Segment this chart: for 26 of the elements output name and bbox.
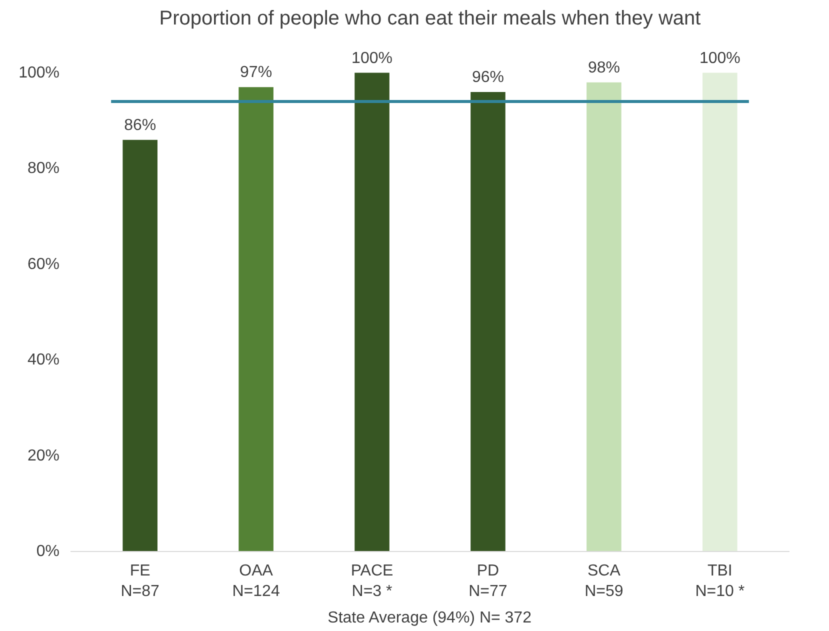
y-tick-label: 0% [36,543,60,560]
y-tick-label: 40% [27,352,60,369]
data-label: 100% [352,50,392,67]
y-tick-label: 20% [27,447,60,464]
data-label: 97% [240,64,272,82]
x-tick-label: PACE N=3 * [350,562,394,600]
chart-title: Proportion of people who can eat their meals when they want [159,8,702,30]
bar [354,72,390,552]
data-label: 96% [472,68,504,86]
y-tick-label: 60% [27,256,60,273]
text: State Average (94%) N= 372 [328,610,532,626]
y-tick-label: 100% [18,64,60,82]
x-tick-label: TBI N=10 * [695,562,745,600]
x-tick-label: OAA N=124 [232,562,280,600]
data-label: 98% [588,59,620,76]
x-tick-label: PD N=77 [468,562,508,600]
data-label: 100% [699,50,740,67]
bar [586,82,622,552]
bar [470,92,506,552]
bar [122,140,158,552]
x-tick-label: FE N=87 [120,562,160,600]
bar [702,72,738,552]
y-tick-label: 80% [27,160,60,178]
data-label: 86% [124,116,156,134]
x-tick-label: SCA N=59 [584,562,624,600]
bar [238,87,274,552]
